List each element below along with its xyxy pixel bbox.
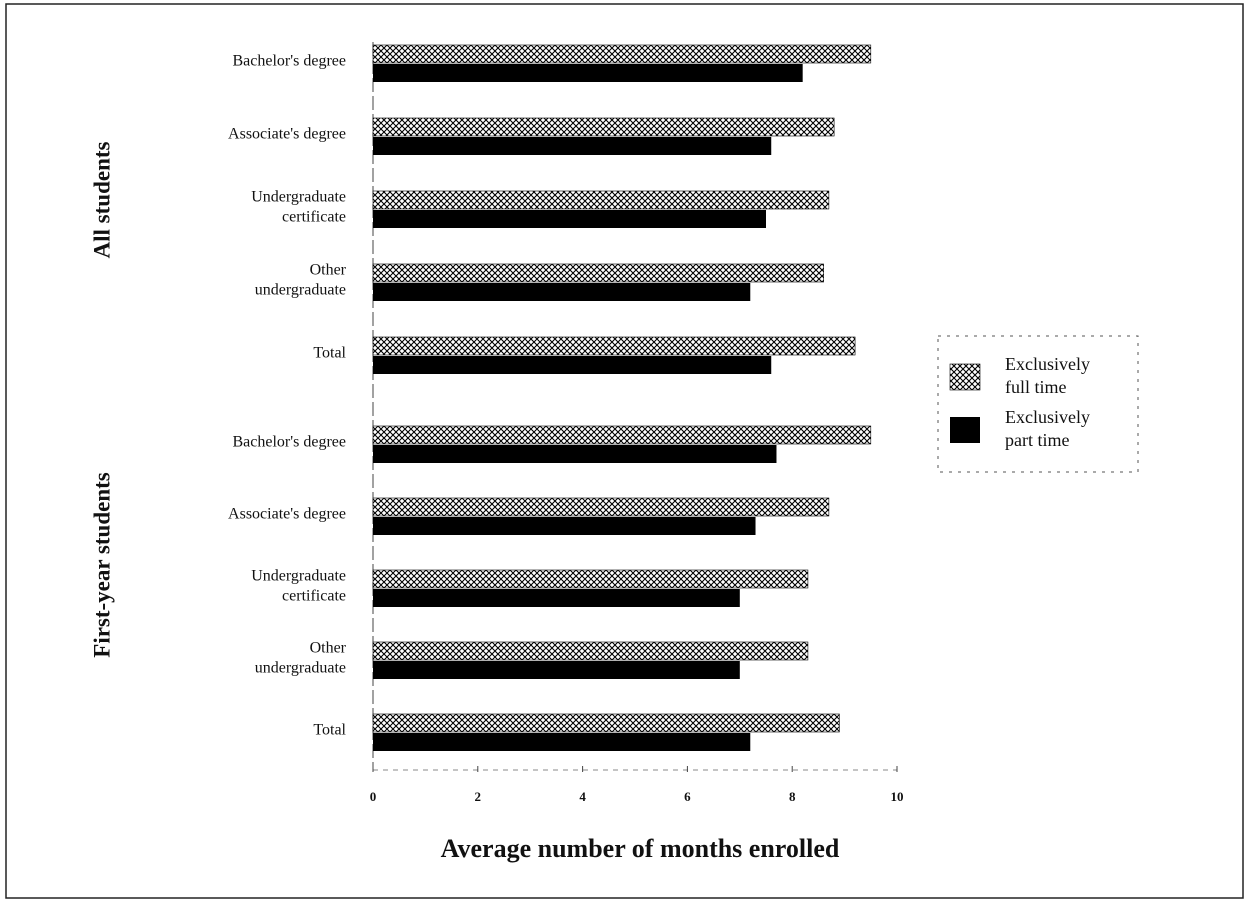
bar	[373, 589, 740, 607]
bar	[372, 190, 830, 210]
bar	[372, 497, 830, 517]
y-tick-label: Associate's degree	[228, 126, 346, 143]
legend-swatch	[949, 363, 981, 391]
legend-box	[937, 335, 1139, 473]
bar	[373, 517, 756, 535]
x-tick-label: 0	[370, 789, 377, 804]
x-tick-label: 4	[579, 789, 586, 804]
bar	[373, 137, 772, 155]
y-tick-label: Bachelor's degree	[233, 53, 347, 70]
bar	[372, 117, 835, 137]
bar	[373, 661, 740, 679]
legend-label-line: Exclusively	[1005, 407, 1090, 427]
x-tick-label: 6	[684, 789, 691, 804]
y-tick-label: Associate's degree	[228, 506, 346, 523]
legend-label: Exclusively part time	[1005, 407, 1090, 450]
y-tick-label: undergraduate	[255, 282, 346, 299]
y-tick-label: Other	[310, 262, 347, 279]
bar	[372, 425, 872, 445]
x-tick-label: 2	[475, 789, 482, 804]
bar	[372, 263, 824, 283]
y-tick-label: Undergraduate	[251, 189, 346, 206]
legend-label: Exclusively full time	[1005, 354, 1090, 397]
bar	[372, 641, 809, 661]
bar	[372, 44, 872, 64]
x-tick-label: 8	[789, 789, 796, 804]
group-label: All students	[89, 141, 114, 258]
y-tick-label: Total	[313, 722, 346, 739]
x-tick-label: 10	[891, 789, 904, 804]
bar	[373, 356, 772, 374]
bar	[372, 336, 856, 356]
bar	[373, 445, 777, 463]
y-tick-label: Bachelor's degree	[233, 434, 347, 451]
y-tick-label: certificate	[282, 209, 346, 226]
bar	[372, 569, 809, 589]
bar	[373, 64, 803, 82]
y-tick-label: Undergraduate	[251, 568, 346, 585]
group-label: First-year students	[89, 472, 114, 658]
bar	[373, 283, 751, 301]
y-tick-label: certificate	[282, 588, 346, 605]
bar	[372, 713, 840, 733]
bar	[373, 210, 766, 228]
y-tick-label: undergraduate	[255, 660, 346, 677]
y-tick-label: Total	[313, 345, 346, 362]
legend-label-line: full time	[1005, 377, 1067, 397]
bar	[373, 733, 751, 751]
frame	[5, 3, 1244, 899]
legend-label-line: part time	[1005, 430, 1069, 450]
x-axis-label: Average number of months enrolled	[441, 834, 840, 863]
y-tick-label: Other	[310, 640, 347, 657]
legend-swatch	[950, 417, 980, 443]
legend-label-line: Exclusively	[1005, 354, 1090, 374]
